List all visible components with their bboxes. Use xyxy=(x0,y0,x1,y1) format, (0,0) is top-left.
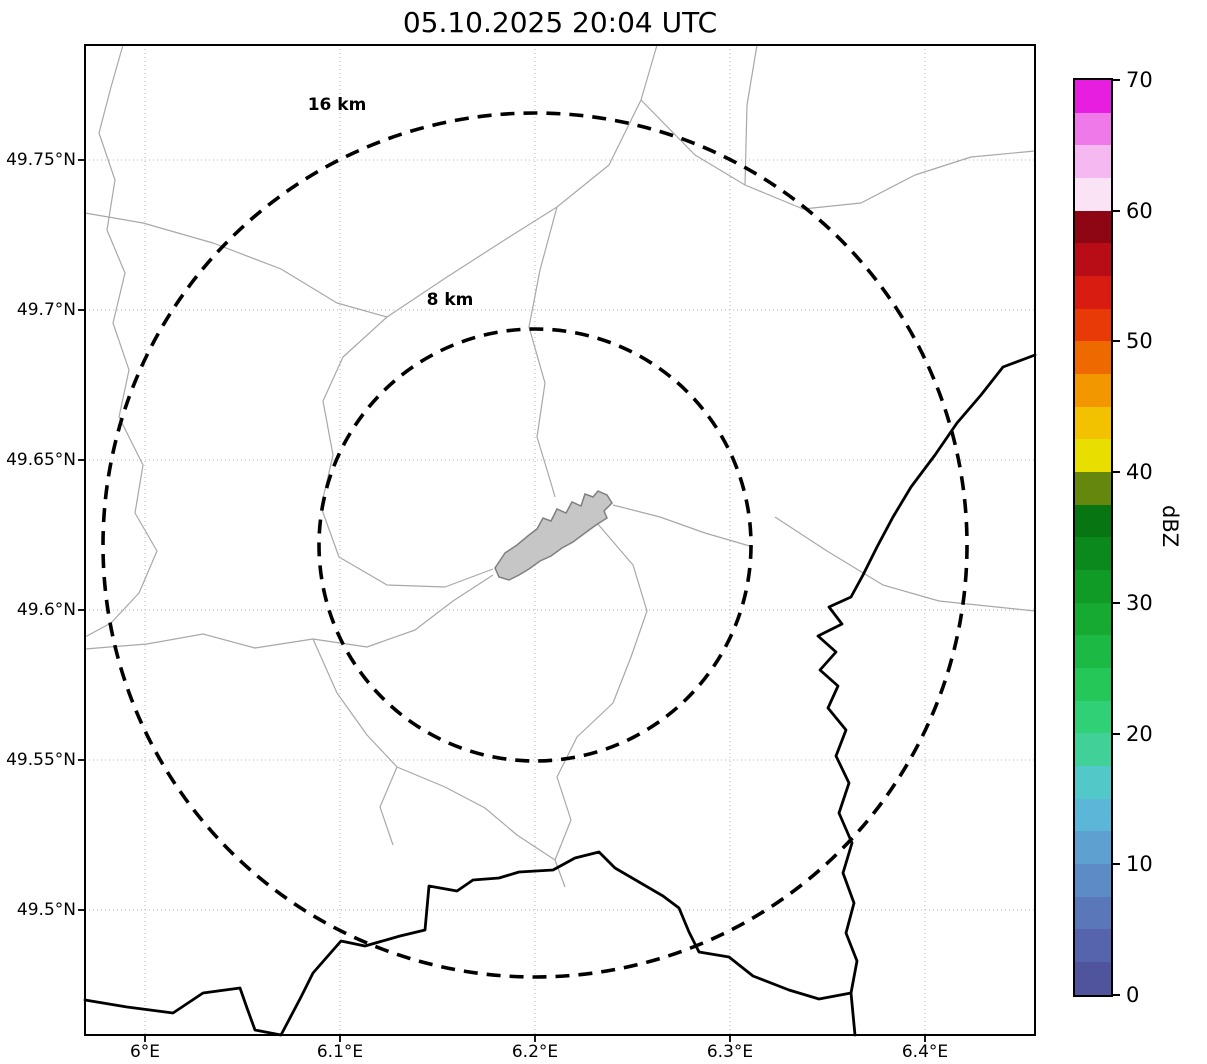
x-tick-label: 6.3°E xyxy=(706,1042,754,1062)
colorbar-segment xyxy=(1075,962,1111,995)
colorbar-segments xyxy=(1075,80,1111,995)
colorbar-tick xyxy=(1113,340,1120,342)
y-tick-label: 49.55°N xyxy=(6,750,76,770)
map-canvas xyxy=(78,44,1037,1042)
colorbar-segment xyxy=(1075,276,1111,309)
colorbar-segment xyxy=(1075,308,1111,342)
colorbar-segment xyxy=(1075,472,1111,505)
y-tick-label: 49.7°N xyxy=(16,300,76,320)
colorbar-segment xyxy=(1075,374,1111,407)
colorbar-segment xyxy=(1075,896,1111,930)
colorbar-segment xyxy=(1075,831,1111,865)
country-border-lines xyxy=(83,353,1037,1037)
colorbar-tick xyxy=(1113,994,1120,996)
colorbar-tick xyxy=(1113,210,1120,212)
x-tick-label: 6°E xyxy=(129,1042,161,1062)
plot-border xyxy=(84,44,1036,1036)
colorbar-segment xyxy=(1075,864,1111,897)
y-tick-label: 49.5°N xyxy=(16,900,76,920)
y-tick-label: 49.6°N xyxy=(16,600,76,620)
colorbar-segment xyxy=(1075,504,1111,538)
colorbar-segment xyxy=(1075,570,1111,603)
municipal-boundary-lines xyxy=(84,44,1036,888)
range-ring-16km xyxy=(101,111,969,979)
colorbar-segment xyxy=(1075,210,1111,244)
colorbar xyxy=(1073,78,1113,997)
colorbar-segment xyxy=(1075,145,1111,179)
colorbar-segment xyxy=(1075,798,1111,832)
colorbar-segment xyxy=(1075,178,1111,211)
city-boundary-polygon xyxy=(494,490,613,581)
colorbar-segment xyxy=(1075,668,1111,701)
colorbar-segment xyxy=(1075,929,1111,963)
x-tick-label: 6.4°E xyxy=(901,1042,949,1062)
colorbar-tick-label: 20 xyxy=(1126,722,1153,746)
y-tick-label: 49.75°N xyxy=(6,150,76,170)
colorbar-tick-label: 50 xyxy=(1126,329,1153,353)
map-plot: 16 km 8 km xyxy=(78,44,1037,1042)
colorbar-tick-label: 40 xyxy=(1126,460,1153,484)
figure-title: 05.10.2025 20:04 UTC xyxy=(402,6,718,39)
colorbar-segment xyxy=(1075,406,1111,440)
colorbar-tick xyxy=(1113,602,1120,604)
colorbar-tick xyxy=(1113,471,1120,473)
colorbar-segment xyxy=(1075,766,1111,799)
range-ring-16km-label: 16 km xyxy=(307,95,367,115)
colorbar-segment xyxy=(1075,602,1111,636)
colorbar-segment xyxy=(1075,243,1111,277)
colorbar-segment xyxy=(1075,439,1111,473)
colorbar-tick xyxy=(1113,863,1120,865)
colorbar-tick xyxy=(1113,733,1120,735)
range-ring-8km-label: 8 km xyxy=(426,290,474,310)
colorbar-tick-label: 70 xyxy=(1126,68,1153,92)
colorbar-unit-label: dBZ xyxy=(1158,505,1182,548)
colorbar-tick-label: 0 xyxy=(1126,983,1140,1007)
y-tick-label: 49.65°N xyxy=(6,450,76,470)
colorbar-segment xyxy=(1075,700,1111,734)
colorbar-segment xyxy=(1075,537,1111,571)
colorbar-tick xyxy=(1113,79,1120,81)
colorbar-segment xyxy=(1075,112,1111,146)
range-ring-8km xyxy=(317,327,753,763)
colorbar-segment xyxy=(1075,80,1111,113)
x-tick-label: 6.1°E xyxy=(316,1042,364,1062)
colorbar-segment xyxy=(1075,733,1111,767)
axis-ticks xyxy=(78,159,926,1042)
colorbar-tick-label: 60 xyxy=(1126,199,1153,223)
colorbar-tick-label: 30 xyxy=(1126,591,1153,615)
colorbar-segment xyxy=(1075,635,1111,669)
colorbar-tick-label: 10 xyxy=(1126,852,1153,876)
x-tick-label: 6.2°E xyxy=(511,1042,559,1062)
colorbar-segment xyxy=(1075,341,1111,375)
